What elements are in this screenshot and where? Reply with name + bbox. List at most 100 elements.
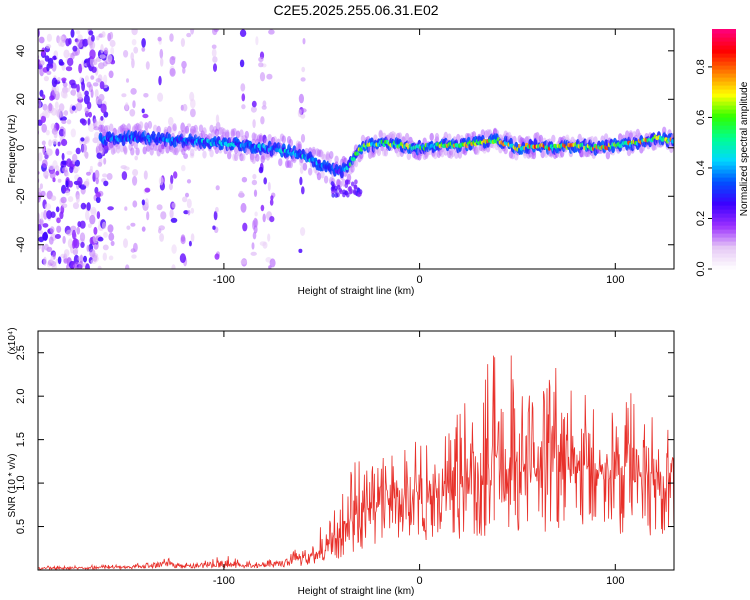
colorbar-segment [712, 265, 736, 270]
noise-speckle [58, 103, 65, 112]
noise-speckle [258, 62, 264, 68]
noise-speckle [96, 211, 101, 220]
noise-speckle [131, 39, 137, 46]
noise-speckle [266, 73, 273, 80]
ridge-smear [353, 184, 358, 190]
ridge-halo [302, 162, 308, 171]
noise-speckle [42, 94, 46, 100]
noise-speckle [91, 34, 95, 42]
noise-speckle [39, 183, 44, 190]
noise-speckle [103, 231, 108, 238]
noise-speckle [90, 209, 97, 214]
noise-speckle [215, 185, 220, 191]
colorbar-segment [712, 101, 736, 106]
noise-speckle [70, 82, 78, 89]
noise-speckle [46, 70, 52, 75]
noise-speckle [89, 56, 96, 67]
colorbar-segment [712, 165, 736, 170]
colorbar-tick-label: 0.4 [695, 160, 707, 175]
noise-speckle [73, 254, 80, 265]
noise-speckle [44, 55, 50, 62]
colorbar-segment [712, 161, 736, 166]
noise-speckle [72, 50, 78, 57]
ridge-core [671, 139, 674, 144]
noise-speckle [56, 225, 62, 233]
ridge-smear [358, 189, 363, 195]
colorbar-segment [712, 185, 736, 190]
noise-speckle [62, 166, 68, 173]
noise-speckle [107, 224, 114, 233]
heatmap-layer [38, 29, 674, 269]
ridge-halo [343, 157, 348, 166]
ridge-smear [339, 189, 344, 195]
noise-speckle [124, 102, 129, 111]
ridge-halo [119, 144, 125, 153]
noise-speckle [90, 89, 94, 98]
colorbar-segment [712, 61, 736, 66]
ridge-halo [320, 170, 325, 179]
ridge-halo [144, 122, 149, 131]
noise-speckle [110, 240, 115, 246]
ridge-halo [221, 128, 227, 137]
ridge-halo [538, 134, 544, 143]
colorbar-segment [712, 77, 736, 82]
ridge-halo [165, 141, 170, 150]
ridge-core [317, 159, 321, 164]
noise-speckle [93, 126, 100, 131]
colorbar-segment [712, 57, 736, 62]
noise-speckle [98, 93, 105, 102]
noise-speckle [57, 141, 61, 147]
ridge-halo [406, 152, 411, 161]
colorbar-segment [712, 233, 736, 238]
noise-speckle [215, 206, 219, 213]
noise-speckle [65, 66, 73, 72]
ridge-halo [167, 125, 172, 134]
noise-speckle [251, 242, 255, 250]
ridge-halo [262, 152, 267, 161]
noise-speckle [79, 232, 86, 242]
chart-title: C2E5.2025.255.06.31.E02 [273, 2, 439, 18]
noise-speckle [101, 221, 107, 230]
noise-speckle [301, 186, 305, 195]
ridge-halo [109, 123, 114, 132]
noise-speckle [38, 187, 42, 197]
noise-speckle [300, 108, 307, 113]
noise-speckle [39, 89, 44, 97]
noise-speckle [132, 100, 136, 109]
noise-speckle [171, 202, 177, 209]
noise-speckle [102, 173, 108, 178]
ridge-smear [331, 184, 336, 190]
noise-speckle [110, 47, 115, 55]
ridge-halo [232, 128, 237, 136]
noise-speckle [258, 166, 264, 174]
noise-speckle [106, 54, 113, 63]
noise-speckle [260, 204, 265, 212]
colorbar-segment [712, 45, 736, 50]
noise-speckle [134, 155, 138, 161]
snr-ylabel: SNR (10 * v/v) [7, 454, 18, 518]
noise-speckle [72, 202, 80, 210]
noise-speckle [94, 89, 99, 98]
noise-speckle [141, 108, 145, 114]
noise-speckle [240, 202, 247, 213]
noise-speckle [45, 129, 50, 136]
colorbar-segment [712, 37, 736, 42]
noise-speckle [59, 61, 65, 66]
ridge-halo [316, 172, 322, 181]
noise-speckle [126, 225, 131, 230]
ridge-halo [288, 160, 293, 169]
colorbar-segment [712, 81, 736, 86]
noise-speckle [46, 33, 53, 42]
noise-speckle [66, 87, 70, 93]
colorbar-label: Normalized spectral amplitude [739, 81, 750, 216]
noise-speckle [143, 170, 148, 180]
ridge-smear [346, 192, 350, 198]
noise-speckle [241, 93, 246, 102]
noise-speckle [92, 254, 98, 262]
noise-speckle [55, 258, 59, 264]
noise-speckle [49, 170, 56, 179]
noise-speckle [40, 211, 44, 221]
noise-speckle [259, 241, 267, 247]
noise-speckle [84, 75, 89, 82]
noise-speckle [269, 199, 274, 206]
